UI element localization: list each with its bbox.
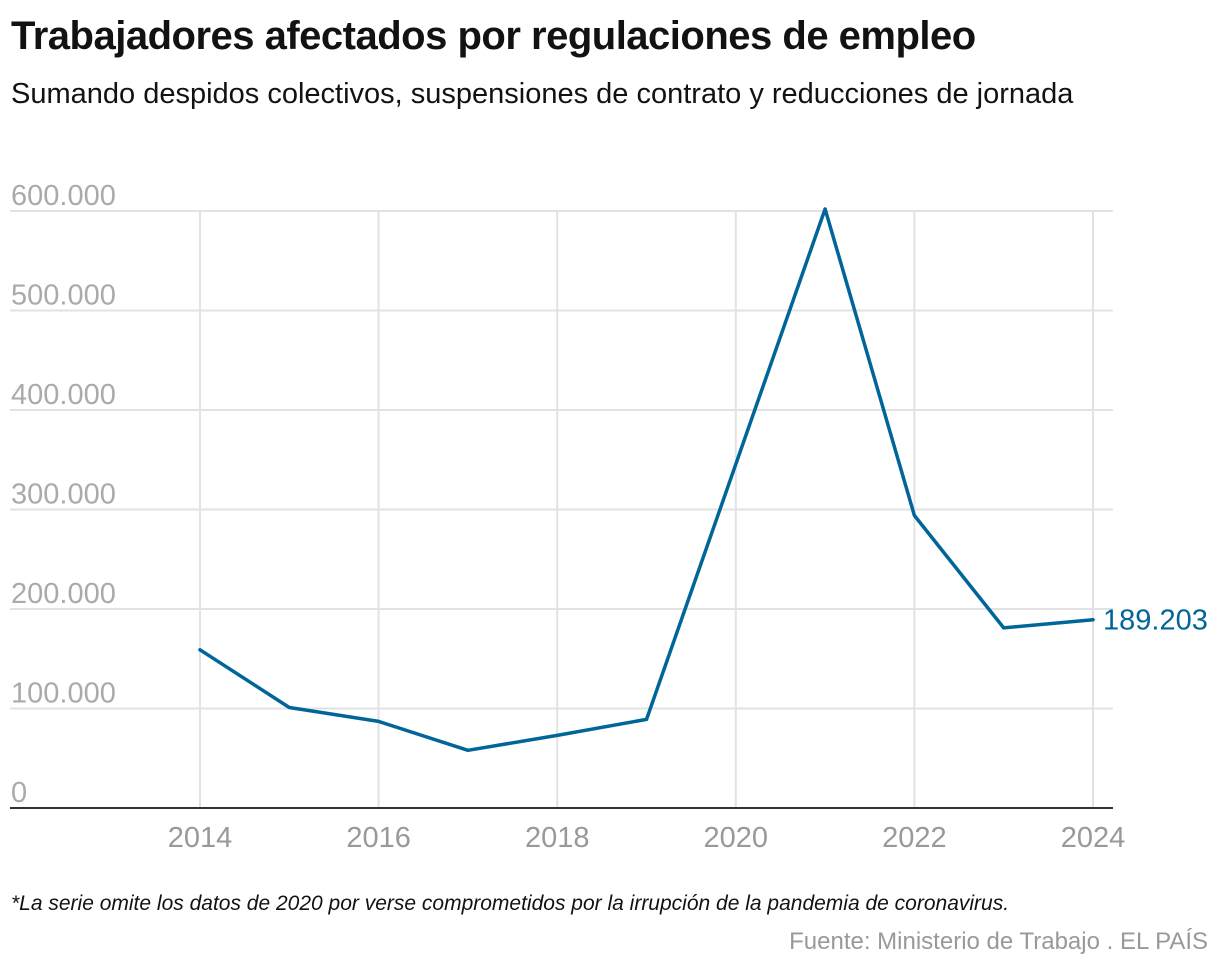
x-tick-label: 2014 (168, 822, 233, 854)
line-chart: 0 100.000 200.000 300.000 400.000 500.000 600.… (10, 180, 1208, 854)
series-layer: 189.203 (198, 207, 1208, 753)
x-tick-label: 2016 (346, 822, 411, 854)
y-tick-label: 100.000 (11, 678, 116, 710)
end-value-label: 189.203 (1103, 605, 1208, 637)
x-axis-ticks: 2014 2016 2018 2020 2022 2024 (168, 822, 1126, 854)
y-tick-label: 400.000 (11, 379, 116, 411)
x-tick-label: 2024 (1061, 822, 1126, 854)
y-tick-label: 300.000 (11, 479, 116, 511)
x-tick-label: 2018 (525, 822, 590, 854)
footnote: *La serie omite los datos de 2020 por ve… (11, 892, 1010, 915)
source-credit: Fuente: Ministerio de Trabajo . EL PAÍS (789, 928, 1208, 955)
grid-layer (10, 210, 1113, 809)
x-tick-label: 2022 (882, 822, 947, 854)
y-tick-label: 600.000 (11, 180, 116, 212)
y-axis-ticks: 0 100.000 200.000 300.000 400.000 500.000 600.… (11, 180, 116, 809)
data-point-2024 (1091, 618, 1095, 622)
data-point-2021 (823, 207, 827, 211)
data-point-2015 (287, 705, 291, 710)
y-tick-label: 500.000 (11, 280, 116, 312)
y-tick-label: 0 (11, 777, 27, 809)
data-point-2022 (912, 513, 917, 518)
data-point-2023 (1002, 626, 1006, 630)
data-point-2017 (466, 748, 470, 752)
data-point-2014 (198, 648, 202, 652)
data-point-2019 (644, 717, 649, 722)
x-tick-label: 2020 (704, 822, 769, 854)
chart-title: Trabajadores afectados por regulaciones … (11, 14, 976, 58)
data-point-2016 (377, 719, 381, 724)
chart-subtitle: Sumando despidos colectivos, suspensione… (11, 78, 1074, 110)
y-tick-label: 200.000 (11, 578, 116, 610)
series-line (198, 207, 1095, 753)
data-point-2018 (555, 733, 559, 737)
